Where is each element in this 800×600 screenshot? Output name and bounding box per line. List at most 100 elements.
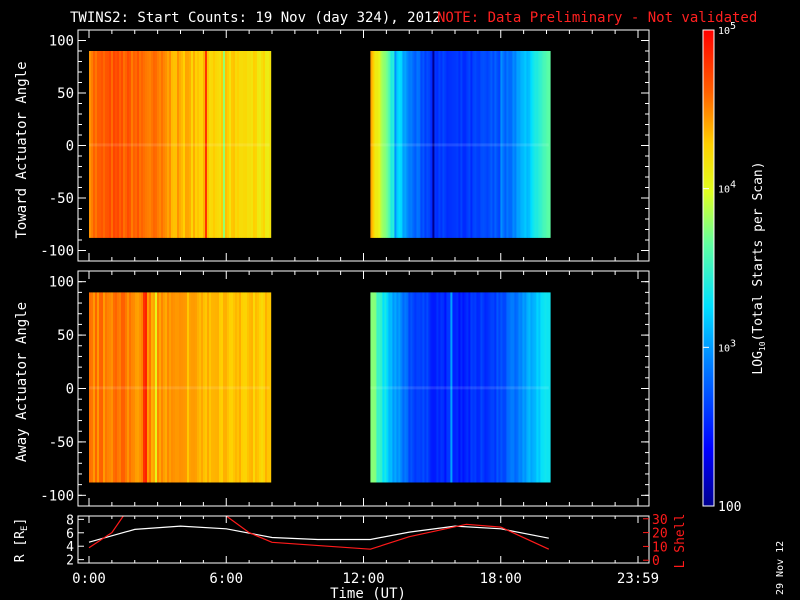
heatmap-column: [522, 292, 525, 483]
heatmap-column: [179, 51, 182, 238]
heatmap-column: [173, 51, 176, 238]
heatmap-column: [442, 292, 445, 483]
heatmap-column: [185, 51, 188, 238]
heatmap-column: [464, 51, 467, 238]
heatmap-column: [536, 51, 539, 238]
left-y-tick-label: 6: [66, 527, 74, 542]
heatmap-column: [390, 51, 393, 238]
left-y-tick-label: 8: [66, 513, 74, 528]
colorbar-gradient: [702, 29, 715, 507]
heatmap-column: [548, 51, 551, 238]
heatmap-column: [462, 51, 465, 238]
heatmap-column: [113, 292, 116, 483]
heatmap-column: [243, 51, 246, 238]
heatmap-column: [209, 51, 212, 238]
heatmap-column: [524, 292, 527, 483]
heatmap-column: [428, 292, 431, 483]
heatmap-column: [416, 292, 419, 483]
heatmap-column: [163, 292, 166, 483]
heatmap-column: [193, 292, 196, 483]
heatmap-column: [452, 51, 455, 238]
heatmap-column: [472, 292, 475, 483]
heatmap-column: [492, 292, 495, 483]
heatmap-column: [207, 51, 210, 238]
zero-angle-band: [89, 143, 270, 147]
lshell-series-line: [88, 516, 550, 550]
heatmap-column: [193, 51, 196, 238]
heatmap-column: [201, 51, 204, 238]
heatmap-column: [432, 51, 435, 238]
right-y-tick-label: 20: [652, 527, 668, 542]
heatmap-column: [115, 292, 118, 483]
heatmap-column: [410, 292, 413, 483]
heatmap-column: [448, 292, 451, 483]
heatmap-column: [422, 51, 425, 238]
heatmap-column: [372, 51, 375, 238]
heatmap-column: [263, 51, 266, 238]
heatmap-column: [95, 292, 98, 483]
toward-actuator-panel: 100 50 0 -50 -100: [40, 29, 650, 262]
heatmap-column: [480, 292, 483, 483]
heatmap-column: [486, 292, 489, 483]
heatmap-column: [169, 51, 172, 238]
heatmap-column: [199, 292, 202, 483]
colorbar-label: LOG10(Total Starts per Scan): [751, 161, 767, 374]
heatmap-column: [524, 51, 527, 238]
right-y-tick-label: 30: [652, 513, 668, 528]
heatmap-column: [520, 51, 523, 238]
heatmap-column: [117, 292, 120, 483]
heatmap-column: [528, 292, 531, 483]
heatmap-column: [400, 292, 403, 483]
heatmap-column: [227, 51, 230, 238]
heatmap-column: [512, 292, 515, 483]
heatmap-column: [490, 292, 493, 483]
heatmap-column: [452, 292, 455, 483]
heatmap-column: [510, 292, 513, 483]
heatmap-column: [370, 292, 373, 483]
heatmap-column: [414, 292, 417, 483]
heatmap-column: [388, 51, 391, 238]
away-ylabel: Away Actuator Angle: [14, 302, 30, 462]
heatmap-column: [518, 51, 521, 238]
heatmap-column: [137, 51, 140, 238]
heatmap-column: [229, 51, 232, 238]
heatmap-column: [149, 51, 152, 238]
heatmap-column: [382, 51, 385, 238]
heatmap-column: [474, 51, 477, 238]
y-tick-label: 0: [66, 139, 74, 155]
heatmap-column: [440, 292, 443, 483]
heatmap-column: [211, 292, 214, 483]
heatmap-column: [257, 292, 260, 483]
heatmap-column: [219, 51, 222, 238]
heatmap-column: [444, 292, 447, 483]
heatmap-column: [175, 292, 178, 483]
heatmap-column: [229, 292, 232, 483]
zero-angle-band: [89, 386, 270, 390]
heatmap-column: [91, 51, 94, 238]
heatmap: [89, 292, 551, 483]
heatmap-column: [249, 292, 252, 483]
heatmap-column: [436, 51, 439, 238]
heatmap-column: [99, 51, 102, 238]
heatmap-column: [464, 292, 467, 483]
heatmap-column: [93, 292, 96, 483]
heatmap-column: [500, 292, 503, 483]
heatmap-column: [157, 292, 160, 483]
heatmap-column: [173, 292, 176, 483]
heatmap-column: [135, 292, 138, 483]
heatmap-column: [215, 292, 218, 483]
heatmap-column: [181, 51, 184, 238]
heatmap-column: [205, 292, 208, 483]
heatmap-column: [372, 292, 375, 483]
heatmap-column: [520, 292, 523, 483]
heatmap-column: [191, 292, 194, 483]
heatmap-column: [255, 292, 258, 483]
heatmap-column: [225, 51, 228, 238]
lshell-axis-label: L Shell: [673, 514, 688, 569]
heatmap-column: [456, 292, 459, 483]
heatmap-column: [506, 292, 509, 483]
heatmap-column: [227, 292, 230, 483]
heatmap-column: [454, 292, 457, 483]
heatmap-column: [179, 292, 182, 483]
y-tick-label: 100: [49, 34, 74, 50]
